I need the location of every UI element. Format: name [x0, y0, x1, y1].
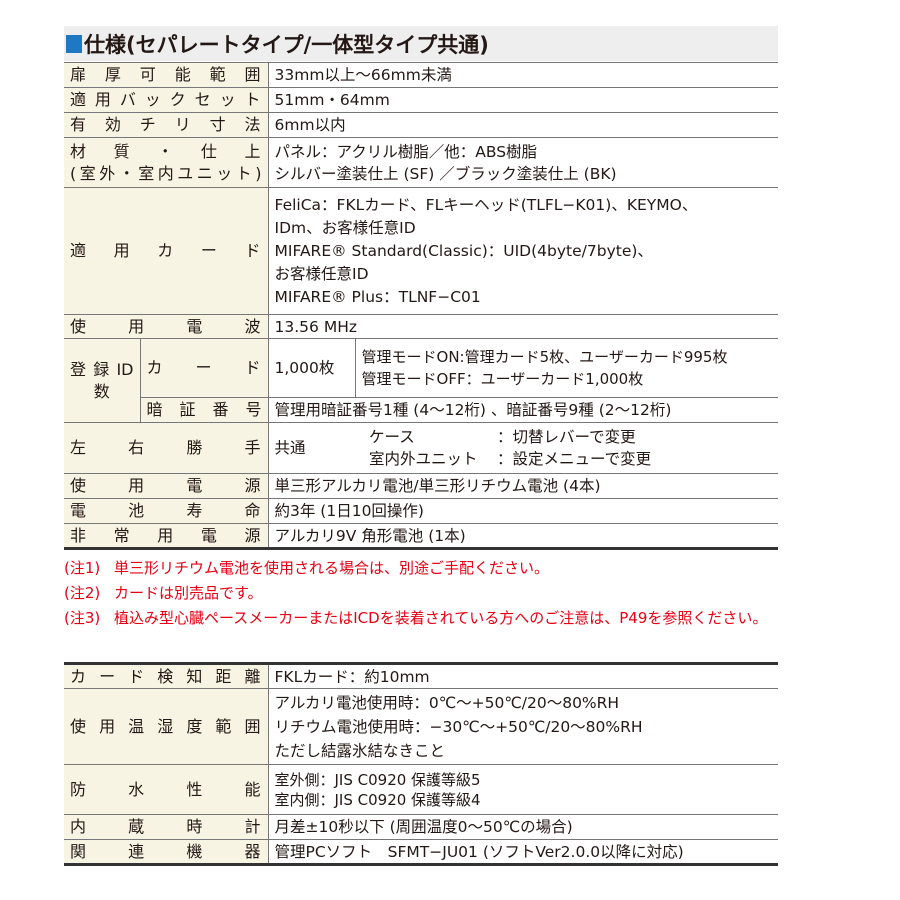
row-battery-life: 電池寿命 約3年 (1日10回操作) [64, 498, 778, 524]
spec-table-2: カード検知距離 FKLカード：約10mm 使用温湿度範囲 アルカリ電池使用時：0℃〜… [64, 662, 778, 866]
row-handing: 左右勝手 共通 ケース ：切替レバーで変更 室内外ユニット ：設定メニューで変更 [64, 422, 778, 474]
row-related: 関連機器 管理PCソフト SFMT−JU01 (ソフトVer2.0.0以降に対応) [64, 839, 778, 865]
row-backset: 適用バックセット 51mm・64mm [64, 87, 778, 113]
title-square-icon [66, 34, 82, 53]
notes: (注1) 単三形リチウム電池を使用される場合は、別途ご手配ください。 (注2) カー… [64, 556, 784, 628]
row-detection-distance: カード検知距離 FKLカード：約10mm [64, 663, 778, 689]
spec-table: 扉厚可能範囲 33mm以上〜66mm未満 適用バックセット 51mm・64mm 有効… [64, 62, 778, 550]
row-door-thickness: 扉厚可能範囲 33mm以上〜66mm未満 [64, 62, 778, 88]
row-temperature: 使用温湿度範囲 アルカリ電池使用時：0℃〜+50℃/20〜80%RH リチウム電池使… [64, 688, 778, 765]
note-1: (注1) 単三形リチウム電池を使用される場合は、別途ご手配ください。 [64, 559, 550, 577]
row-cards: 適用カード FeliCa：FKLカード、FLキーヘッド(TLFL−K01)、KEY… [64, 187, 778, 315]
row-clock: 内蔵時計 月差±10秒以下 (周囲温度0〜50℃の場合) [64, 814, 778, 840]
section-title: 仕様(セパレートタイプ/一体型タイプ共通) [64, 26, 778, 61]
row-radio: 使用電波 13.56 MHz [64, 314, 778, 339]
note-2: (注2) カードは別売品です。 [64, 584, 263, 602]
row-waterproof: 防水性能 室外側：JIS C0920 保護等級5 室内側：JIS C0920 保護等… [64, 764, 778, 815]
row-registration-pin: 暗証番号 管理用暗証番号1種 (4〜12桁) 、暗証番号9種 (2〜12桁) [64, 397, 778, 423]
row-chiri: 有効チリ寸法 6mm以内 [64, 112, 778, 138]
row-emergency-power: 非常用電源 アルカリ9V 角形電池 (1本) [64, 523, 778, 549]
row-power: 使用電源 単三形アルカリ電池/単三形リチウム電池 (4本) [64, 473, 778, 499]
row-registration-card: 登録ID数 カード 1,000枚 管理モードON:管理カード5枚、ユーザーカード995… [64, 338, 778, 423]
note-3: (注3) 植込み型心臓ペースメーカーまたはICDを装着されている方へのご注意は、P… [64, 609, 768, 627]
row-material: 材質・仕上 (室外・室内ユニット) パネル：アクリル樹脂／他：ABS樹脂 シルバー塗装… [64, 137, 778, 188]
